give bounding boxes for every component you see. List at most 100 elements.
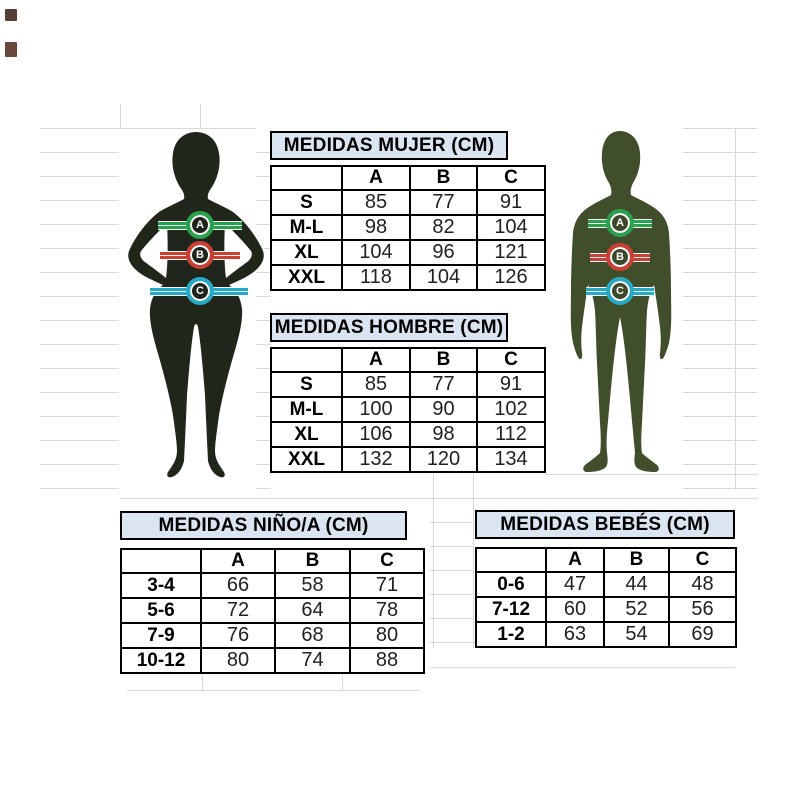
table-cell: 88 bbox=[349, 647, 425, 674]
spreadsheet-gridline bbox=[430, 667, 735, 668]
row-label: 10-12 bbox=[120, 647, 202, 674]
size-table-bebes: A B C 0-6 47 44 48 7-12 60 52 56 1-2 63 54 69 bbox=[475, 547, 737, 648]
spreadsheet-gridline bbox=[683, 224, 757, 225]
spreadsheet-gridline bbox=[40, 488, 119, 489]
male-band-marker-b: B bbox=[606, 243, 634, 271]
column-header-empty bbox=[475, 547, 547, 573]
table-cell: 102 bbox=[476, 396, 546, 423]
table-row: 7-9 76 68 80 bbox=[120, 622, 425, 649]
column-header-empty bbox=[270, 165, 343, 191]
row-label: XL bbox=[270, 421, 343, 448]
table-cell: 47 bbox=[545, 571, 605, 598]
table-cell: 66 bbox=[200, 572, 276, 599]
row-label: 0-6 bbox=[475, 571, 547, 598]
spreadsheet-gridline bbox=[430, 522, 473, 523]
table-cell: 132 bbox=[341, 446, 411, 473]
table-cell: 44 bbox=[603, 571, 670, 598]
table-row: 3-4 66 58 71 bbox=[120, 572, 425, 599]
column-header-empty bbox=[270, 347, 343, 373]
spreadsheet-gridline bbox=[433, 474, 434, 648]
row-label: M-L bbox=[270, 214, 343, 241]
row-label: S bbox=[270, 189, 343, 216]
size-table-hombre: A B C S 85 77 91 M-L 100 90 102 XL 106 98 112 XXL 132 120… bbox=[270, 347, 546, 473]
table-cell: 106 bbox=[341, 421, 411, 448]
column-header-b: B bbox=[409, 165, 478, 191]
spreadsheet-gridline bbox=[120, 498, 758, 499]
table-row: M-L 100 90 102 bbox=[270, 396, 546, 423]
table-row: S 85 77 91 bbox=[270, 189, 546, 216]
spreadsheet-gridline bbox=[256, 416, 271, 417]
row-label: 7-12 bbox=[475, 596, 547, 623]
table-cell: 91 bbox=[476, 189, 546, 216]
table-title-text: MEDIDAS BEBÉS (CM) bbox=[500, 513, 710, 535]
row-label: S bbox=[270, 371, 343, 398]
band-label-a: A bbox=[616, 216, 624, 229]
spreadsheet-gridline bbox=[342, 672, 343, 690]
spreadsheet-gridline bbox=[683, 440, 757, 441]
table-row: 10-12 80 74 88 bbox=[120, 647, 425, 674]
table-row: 5-6 72 64 78 bbox=[120, 597, 425, 624]
spreadsheet-gridline bbox=[256, 344, 271, 345]
table-cell: 121 bbox=[476, 239, 546, 266]
table-cell: 118 bbox=[341, 264, 411, 291]
band-label-c: C bbox=[196, 284, 204, 297]
table-title-ninos: MEDIDAS NIÑO/A (CM) bbox=[120, 511, 407, 540]
table-cell: 71 bbox=[349, 572, 425, 599]
column-header-a: A bbox=[341, 165, 411, 191]
table-row: 1-2 63 54 69 bbox=[475, 621, 737, 648]
artifact-mark bbox=[5, 42, 17, 57]
column-header-c: C bbox=[476, 347, 546, 373]
spreadsheet-gridline bbox=[120, 104, 121, 128]
table-cell: 78 bbox=[349, 597, 425, 624]
table-cell: 68 bbox=[274, 622, 351, 649]
spreadsheet-gridline bbox=[40, 320, 119, 321]
table-cell: 52 bbox=[603, 596, 670, 623]
table-cell: 48 bbox=[668, 571, 737, 598]
spreadsheet-gridline bbox=[127, 690, 420, 691]
spreadsheet-gridline bbox=[256, 248, 271, 249]
spreadsheet-gridline bbox=[256, 296, 271, 297]
spreadsheet-gridline bbox=[256, 440, 271, 441]
table-cell: 69 bbox=[668, 621, 737, 648]
spreadsheet-gridline bbox=[40, 440, 119, 441]
table-cell: 74 bbox=[274, 647, 351, 674]
table-title-mujer: MEDIDAS MUJER (CM) bbox=[270, 131, 508, 160]
column-header-b: B bbox=[274, 548, 351, 574]
table-cell: 96 bbox=[409, 239, 478, 266]
table-cell: 98 bbox=[341, 214, 411, 241]
spreadsheet-gridline bbox=[40, 224, 119, 225]
spreadsheet-gridline bbox=[683, 488, 757, 489]
spreadsheet-gridline bbox=[256, 320, 271, 321]
table-cell: 134 bbox=[476, 446, 546, 473]
male-band-marker-c: C bbox=[606, 277, 634, 305]
size-table-mujer: A B C S 85 77 91 M-L 98 82 104 XL 104 96 121 XXL 118 104 1… bbox=[270, 165, 546, 291]
spreadsheet-gridline bbox=[40, 248, 119, 249]
spreadsheet-gridline bbox=[40, 464, 119, 465]
row-label: XL bbox=[270, 239, 343, 266]
female-band-marker-a: A bbox=[186, 211, 214, 239]
column-header-b: B bbox=[409, 347, 478, 373]
row-label: 1-2 bbox=[475, 621, 547, 648]
spreadsheet-gridline bbox=[256, 392, 271, 393]
column-header-a: A bbox=[545, 547, 605, 573]
table-cell: 104 bbox=[341, 239, 411, 266]
table-title-text: MEDIDAS NIÑO/A (CM) bbox=[158, 514, 369, 536]
spreadsheet-gridline bbox=[256, 152, 271, 153]
table-cell: 82 bbox=[409, 214, 478, 241]
male-band-marker-a: A bbox=[606, 209, 634, 237]
table-cell: 100 bbox=[341, 396, 411, 423]
table-cell: 77 bbox=[409, 371, 478, 398]
row-label: XXL bbox=[270, 264, 343, 291]
table-row: XXL 132 120 134 bbox=[270, 446, 546, 473]
spreadsheet-gridline bbox=[683, 344, 757, 345]
table-cell: 54 bbox=[603, 621, 670, 648]
column-header-c: C bbox=[349, 548, 425, 574]
spreadsheet-gridline bbox=[683, 272, 757, 273]
row-label: 7-9 bbox=[120, 622, 202, 649]
table-title-text: MEDIDAS HOMBRE (CM) bbox=[274, 316, 504, 338]
table-title-bebes: MEDIDAS BEBÉS (CM) bbox=[475, 510, 735, 539]
spreadsheet-gridline bbox=[683, 416, 757, 417]
spreadsheet-gridline bbox=[430, 546, 473, 547]
spreadsheet-gridline bbox=[683, 320, 757, 321]
